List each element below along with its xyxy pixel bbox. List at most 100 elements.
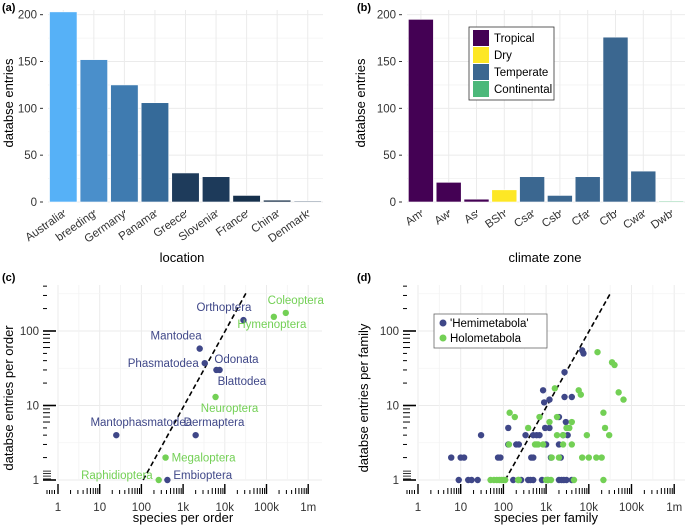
panel-c-order-scatter: (c) 1 10 100 1k 10k 100k 1m 1 10 100 Orthoptera Co… [1, 272, 325, 525]
bar-france [232, 195, 261, 203]
legend-label-dry: Dry [494, 50, 512, 62]
point-hemimetabola [455, 476, 462, 484]
bar-csb [547, 195, 573, 203]
point-holometabola [570, 476, 578, 484]
point-hemimetabola [546, 424, 553, 432]
point-hemimetabola [510, 476, 517, 484]
panel-d-y-axis-title: databse entries per family [356, 323, 371, 472]
panel-c-gridlines [57, 285, 322, 481]
point-holometabola [548, 454, 555, 461]
x-tick-label: 100k [254, 502, 279, 514]
point-dermaptera [192, 431, 199, 439]
point-mantodea [196, 345, 203, 352]
point-holometabola [536, 413, 543, 421]
point-holometabola [568, 418, 576, 426]
panel-a-y-axis: 0 50 100 150 200 [18, 10, 43, 209]
x-tick-label-as: As [462, 208, 480, 226]
bar-dwb [658, 200, 684, 203]
x-tick-label-cfa: Cfa [570, 208, 592, 228]
y-tick-label: 10 [386, 401, 399, 413]
point-holometabola [553, 431, 561, 439]
y-tick-label: 200 [18, 10, 37, 22]
x-tick-label: 10 [93, 502, 106, 514]
x-tick-label: 1 [55, 502, 61, 514]
point-holometabola [578, 454, 586, 461]
point-holometabola [601, 424, 609, 432]
x-tick-label: 1m [666, 502, 682, 514]
x-tick-label: 1 [415, 502, 421, 514]
point-holometabola [524, 424, 532, 432]
point-holometabola [577, 391, 585, 398]
point-hemimetabola [536, 431, 543, 439]
y-tick-label: 0 [31, 197, 37, 209]
point-hymenoptera [270, 313, 278, 321]
point-hemimetabola [505, 424, 512, 432]
panel-b-y-axis: 0 50 100 150 200 [377, 10, 402, 209]
point-holometabola [506, 409, 513, 416]
y-tick-label: 100 [20, 326, 39, 338]
panel-label-c: (c) [2, 272, 16, 284]
bar-csa [519, 176, 545, 203]
bar-cfa [574, 176, 601, 203]
y-tick-label: 150 [18, 57, 37, 69]
legend-label-hemimetabola: 'Hemimetabola' [450, 318, 529, 330]
panel-c-x-axis-title: species per order [133, 510, 234, 525]
point-blattodea [216, 366, 223, 374]
panel-b-x-axis: Am Aw As BSh Csa Csb Cfa Cfb Cwa Dwb [404, 208, 675, 231]
panel-d-family-scatter: (d) 1 10 100 1k 10k 100k 1m 1 10 100 species per … [356, 272, 685, 525]
bar-panama [140, 102, 169, 203]
point-hemimetabola [477, 431, 485, 439]
y-tick-label: 50 [24, 150, 37, 162]
y-tick-label: 100 [380, 326, 399, 338]
x-tick-label-am: Am [404, 209, 425, 229]
point-holometabola [566, 424, 573, 432]
legend-label-tropical: Tropical [494, 33, 534, 45]
point-label-hymenoptera: Hymenoptera [237, 319, 307, 331]
point-hemimetabola [539, 387, 547, 394]
point-hemimetabola [522, 431, 529, 439]
point-hemimetabola [515, 441, 523, 448]
bar-am [408, 19, 434, 203]
bar-aw [435, 182, 462, 203]
panel-a-y-axis-title: databse entries [1, 58, 16, 147]
point-holometabola [546, 418, 553, 426]
panel-b-legend: Tropical Dry Temperate Continental [468, 26, 555, 101]
x-tick-label: 10 [454, 502, 467, 514]
point-holometabola [620, 396, 627, 403]
point-hemimetabola [448, 454, 455, 461]
point-embioptera [164, 476, 171, 484]
point-hemimetabola [561, 368, 568, 376]
point-coleoptera [282, 309, 289, 317]
panel-d-legend: 'Hemimetabola' Holometabola [433, 313, 548, 349]
point-holometabola [514, 476, 522, 484]
point-hemimetabola [560, 476, 568, 484]
panel-d-points [448, 347, 627, 484]
point-hemimetabola [568, 393, 576, 401]
y-tick-label: 100 [18, 103, 37, 115]
point-neuroptera [212, 393, 219, 401]
point-holometabola [505, 441, 513, 448]
point-label-phasmatodea: Phasmatodea [128, 358, 200, 370]
panel-a-location-bar-chart: (a) 0 50 100 150 200 AustraliabreedingGerman… [1, 2, 323, 265]
point-label-neuroptera: Neuroptera [201, 403, 259, 415]
point-mantophasmatodea [113, 431, 120, 439]
point-label-megaloptera: Megaloptera [172, 453, 237, 465]
point-holometabola [615, 389, 622, 396]
legend-swatch-continental [473, 81, 489, 97]
legend-swatch-temperate [473, 64, 489, 80]
point-hemimetabola [580, 350, 587, 357]
point-holometabola [583, 431, 591, 439]
x-tick-label-france: France [214, 209, 250, 239]
point-label-odonata: Odonata [214, 354, 259, 366]
y-tick-label: 50 [383, 150, 396, 162]
legend-label-holometabola: Holometabola [450, 333, 522, 345]
bar-slovenia [202, 176, 231, 203]
x-tick-label-aw: Aw [433, 208, 453, 227]
panel-label-d: (d) [357, 272, 371, 284]
point-label-embioptera: Embioptera [173, 470, 232, 482]
legend-swatch-dry [473, 47, 489, 63]
point-holometabola [598, 454, 605, 461]
y-tick-label: 10 [26, 401, 39, 413]
point-holometabola [568, 441, 576, 448]
